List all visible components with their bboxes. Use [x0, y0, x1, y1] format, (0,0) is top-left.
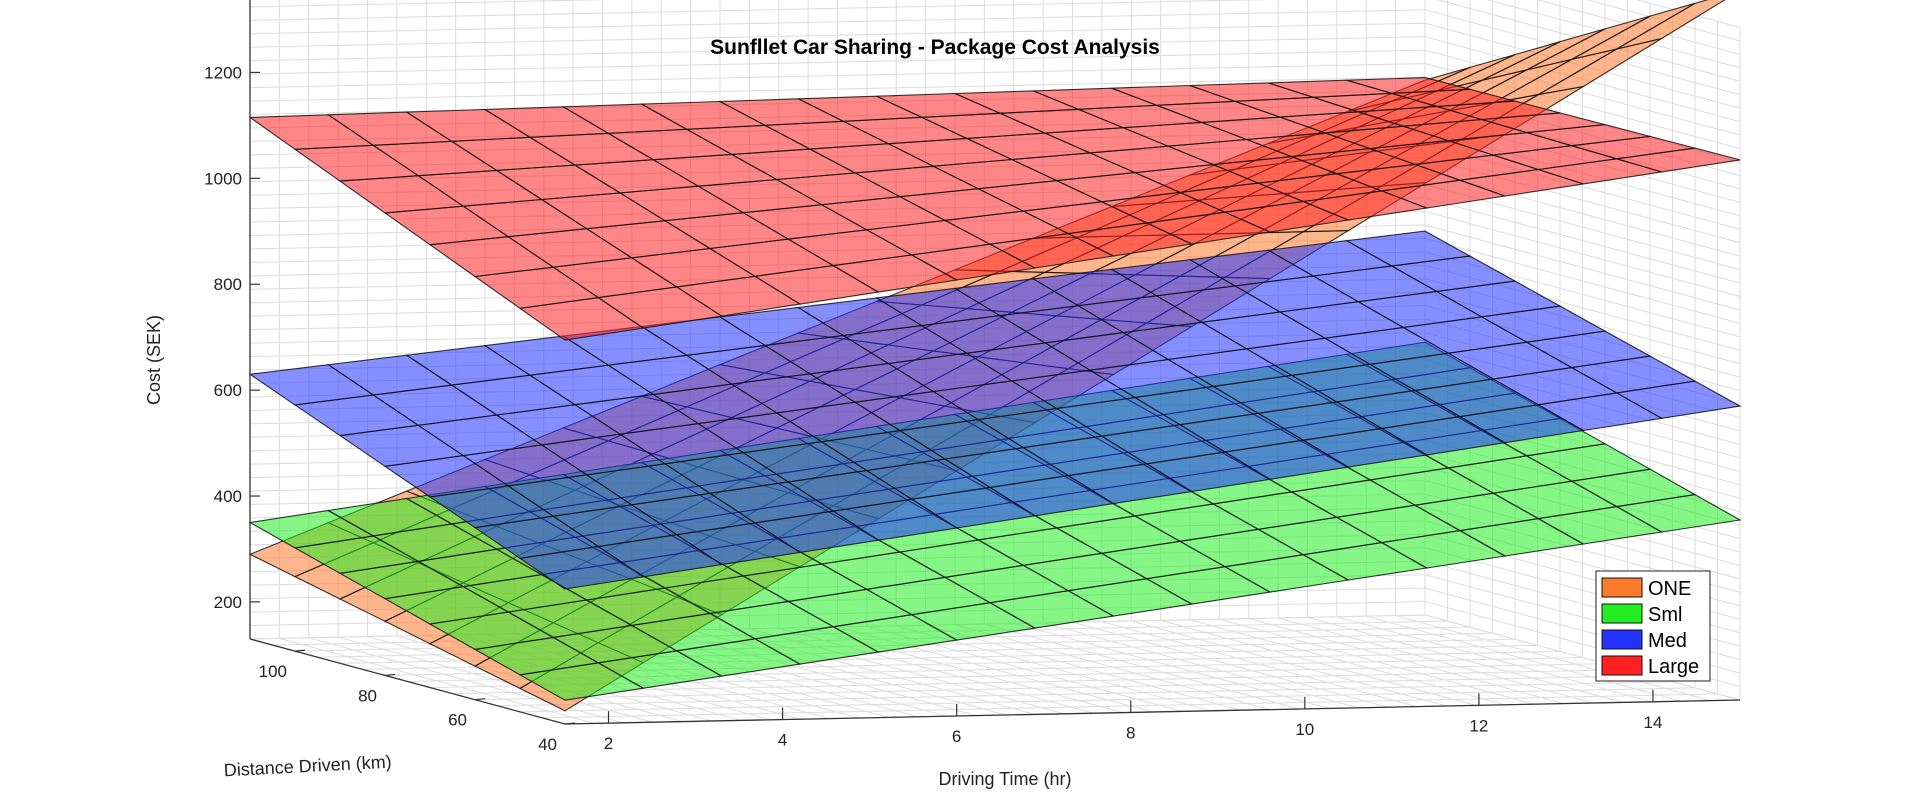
side-wall-gridline — [1424, 211, 1741, 298]
y-tick-label: 40 — [538, 735, 557, 754]
floor-gridline — [497, 681, 1673, 707]
floor-gridline — [452, 669, 1628, 695]
surface-layer — [248, 0, 1742, 712]
legend-swatch — [1601, 655, 1643, 676]
y-axis-label: Distance Driven (km) — [223, 752, 392, 781]
side-wall-gridline — [1586, 0, 1741, 42]
legend-swatch — [1601, 629, 1643, 650]
legend-label: Med — [1648, 630, 1687, 652]
z-tick-label: 600 — [214, 381, 242, 400]
legend: ONE Sml Med Large — [1595, 570, 1711, 682]
x-tick-label: 10 — [1295, 720, 1314, 739]
surface-cell — [1346, 77, 1471, 94]
legend-swatch — [1601, 603, 1643, 624]
x-tick-label: 2 — [604, 734, 613, 753]
side-wall-gridline — [1424, 197, 1741, 284]
side-wall-gridline — [1536, 0, 1741, 55]
axis-layer: 2468101214406080100200400600800100012001… — [204, 0, 1741, 754]
chart-title: Sunfllet Car Sharing - Package Cost Anal… — [710, 36, 1160, 59]
y-axis-line — [249, 638, 566, 725]
back-wall-gridline — [249, 36, 1426, 62]
z-axis-label: Cost (SEK) — [144, 315, 164, 405]
back-wall-gridline — [249, 63, 1426, 89]
legend-swatch — [1601, 577, 1643, 598]
x-tick-label: 4 — [778, 731, 787, 750]
back-wall-gridline — [249, 0, 612, 8]
floor-gridline — [474, 675, 1651, 701]
z-tick-label: 800 — [214, 275, 242, 294]
y-tick-label: 100 — [259, 662, 287, 681]
legend-label: ONE — [1648, 578, 1691, 600]
back-wall-gridline — [249, 76, 1426, 102]
y-tick-mark — [384, 673, 396, 677]
z-tick-label: 1200 — [204, 63, 242, 82]
back-wall-gridline — [249, 49, 1426, 75]
y-tick-label: 60 — [448, 711, 467, 730]
y-tick-mark — [294, 649, 306, 652]
side-wall-gridline — [1424, 224, 1741, 311]
surface-med — [248, 230, 1742, 590]
z-tick-label: 1000 — [204, 169, 242, 188]
y-tick-mark — [564, 722, 576, 725]
legend-label: Sml — [1648, 604, 1682, 626]
x-axis-label: Driving Time (hr) — [938, 769, 1071, 789]
back-wall-gridline — [249, 9, 1426, 35]
side-wall-gridline — [1486, 0, 1741, 69]
back-wall-gridline — [249, 0, 1270, 21]
legend-label: Large — [1648, 656, 1699, 678]
x-tick-label: 6 — [952, 727, 961, 746]
floor-gridline — [519, 687, 1696, 713]
z-tick-label: 400 — [214, 487, 242, 506]
x-axis-line — [564, 699, 1741, 725]
x-tick-label: 12 — [1469, 716, 1488, 735]
y-tick-mark — [474, 698, 486, 701]
side-wall-gridline — [1424, 237, 1741, 324]
floor-gridline — [542, 693, 1718, 719]
surface-cell — [1344, 230, 1472, 267]
x-tick-label: 8 — [1126, 723, 1135, 742]
side-wall-gridline — [1424, 49, 1741, 136]
y-tick-label: 80 — [358, 686, 377, 705]
z-tick-label: 200 — [214, 593, 242, 612]
back-wall-gridline — [249, 22, 1426, 48]
surface-large — [248, 77, 1741, 341]
x-tick-label: 14 — [1644, 713, 1663, 732]
